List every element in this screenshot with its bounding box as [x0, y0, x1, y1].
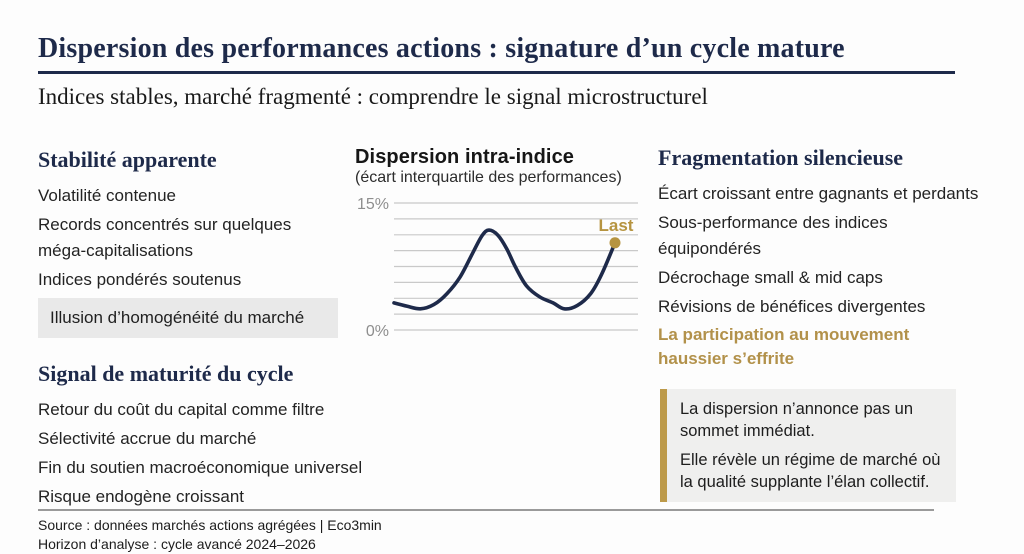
list-item: Fin du soutien macroéconomique universel — [38, 458, 363, 477]
page-subtitle: Indices stables, marché fragmenté : comp… — [38, 84, 708, 109]
list-item: Risque endogène croissant — [38, 487, 245, 506]
chart-title: Dispersion intra-indice — [355, 146, 575, 168]
last-point-marker — [609, 237, 621, 249]
accent-statement: La participation au mouvement haussier s… — [658, 325, 910, 368]
list-item: Records concentrés sur quelques méga-cap… — [38, 215, 292, 260]
svg-text:15%: 15% — [357, 196, 389, 213]
callout-line: La dispersion n’annonce pas un sommet im… — [680, 400, 914, 440]
footer-horizon: Horizon d’analyse : cycle avancé 2024–20… — [38, 536, 316, 552]
footer: Source : données marchés actions agrégée… — [38, 509, 934, 554]
dispersion-chart: 15% 0% Last — [352, 192, 648, 350]
section-fragmentation: Fragmentation silencieuse Écart croissan… — [658, 145, 1020, 374]
callout-box: La dispersion n’annonce pas un sommet im… — [660, 389, 956, 502]
section-heading: Fragmentation silencieuse — [658, 145, 904, 170]
callout-line: Elle révèle un régime de marché où la qu… — [680, 451, 941, 491]
last-point-label: Last — [599, 216, 634, 235]
list-item: Sélectivité accrue du marché — [38, 429, 257, 448]
section-stabilite-apparente: Stabilité apparente Volatilité contenue … — [38, 147, 346, 338]
section-heading: Signal de maturité du cycle — [38, 361, 294, 386]
page-title: Dispersion des performances actions : si… — [38, 33, 845, 64]
svg-text:0%: 0% — [366, 323, 389, 340]
list-item: Révisions de bénéfices divergentes — [658, 297, 926, 316]
highlight-box: Illusion d’homogénéité du marché — [38, 298, 338, 338]
list-item: Décrochage small & mid caps — [658, 268, 883, 287]
section-signal-maturite: Signal de maturité du cycle Retour du co… — [38, 361, 458, 513]
list-item: Indices pondérés soutenus — [38, 270, 242, 289]
footer-divider — [38, 509, 934, 511]
dispersion-chart-svg: 15% 0% Last — [357, 196, 638, 340]
list-item: Volatilité contenue — [38, 186, 176, 205]
footer-source: Source : données marchés actions agrégée… — [38, 517, 382, 533]
list-item: Retour du coût du capital comme filtre — [38, 400, 325, 419]
list-item: Écart croissant entre gagnants et perdan… — [658, 184, 979, 203]
list-item: Sous-performance des indices équipondéré… — [658, 213, 888, 258]
section-heading: Stabilité apparente — [38, 147, 217, 172]
title-underline — [38, 71, 955, 74]
chart-subtitle: (écart interquartile des performances) — [355, 169, 622, 186]
